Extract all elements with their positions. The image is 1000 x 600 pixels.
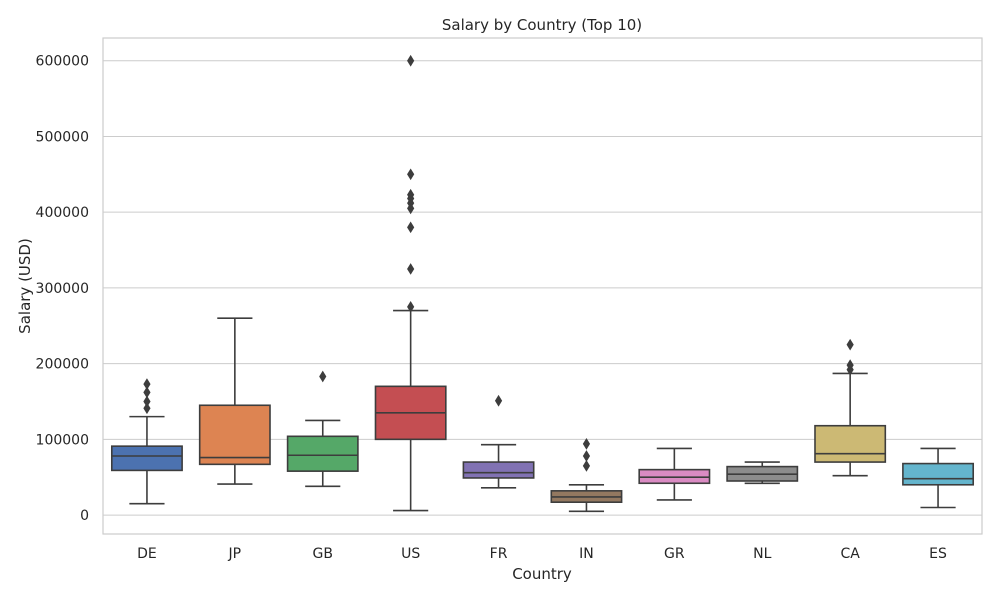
- box-gb: [286, 370, 359, 488]
- outlier-point: [143, 395, 151, 408]
- box-iqr: [286, 435, 359, 472]
- outlier-point: [143, 378, 151, 390]
- box-es: [902, 447, 975, 509]
- x-tick-label: FR: [490, 546, 508, 562]
- box-de: [110, 378, 183, 505]
- box-iqr: [198, 404, 271, 466]
- outlier-point: [582, 450, 591, 462]
- x-tick-label: JP: [228, 546, 242, 562]
- outlier-point: [407, 263, 415, 275]
- outlier-point: [407, 300, 415, 313]
- box-fr: [462, 394, 535, 489]
- outlier-point: [494, 394, 503, 407]
- box-nl: [726, 461, 799, 485]
- outlier-point: [143, 386, 151, 399]
- x-tick-label: ES: [929, 546, 947, 562]
- boxes: [110, 54, 975, 513]
- y-axis-label: Salary (USD): [16, 238, 34, 334]
- box-iqr: [110, 445, 183, 472]
- box-jp: [198, 317, 271, 485]
- x-axis-ticks: DE JP GB US FR IN GR NL CA ES: [137, 546, 947, 562]
- x-tick-label: GR: [664, 546, 685, 562]
- y-tick-label: 0: [80, 508, 89, 524]
- box-iqr: [462, 461, 535, 479]
- x-axis-label: Country: [512, 565, 572, 583]
- x-tick-label: US: [401, 546, 420, 562]
- chart-title: Salary by Country (Top 10): [442, 16, 642, 34]
- x-tick-label: GB: [313, 546, 333, 562]
- plot-frame: [102, 37, 983, 535]
- box-iqr: [902, 462, 975, 486]
- box-gr: [638, 447, 711, 501]
- outlier-point: [407, 221, 415, 234]
- y-axis-ticks: 0 100000 200000 300000 400000 500000 600000: [36, 54, 89, 524]
- x-tick-label: IN: [579, 546, 594, 562]
- y-tick-label: 400000: [36, 205, 89, 221]
- box-us: [374, 54, 447, 512]
- x-tick-label: CA: [840, 546, 860, 562]
- x-tick-label: DE: [137, 546, 157, 562]
- box-iqr: [814, 424, 887, 463]
- outlier-point: [407, 54, 415, 67]
- y-tick-label: 100000: [36, 432, 89, 448]
- outlier-point: [582, 459, 591, 472]
- outlier-point: [319, 370, 327, 383]
- y-tick-label: 500000: [36, 129, 89, 145]
- box-in: [550, 438, 623, 513]
- outlier-point: [846, 359, 854, 371]
- outlier-point: [407, 188, 415, 201]
- box-ca: [814, 338, 887, 477]
- outlier-point: [143, 402, 151, 415]
- y-tick-label: 200000: [36, 357, 89, 373]
- outlier-point: [582, 438, 591, 450]
- outlier-point: [846, 338, 854, 351]
- x-tick-label: NL: [753, 546, 771, 562]
- outlier-point: [407, 168, 415, 181]
- y-tick-label: 600000: [36, 54, 89, 70]
- y-tick-label: 300000: [36, 281, 89, 297]
